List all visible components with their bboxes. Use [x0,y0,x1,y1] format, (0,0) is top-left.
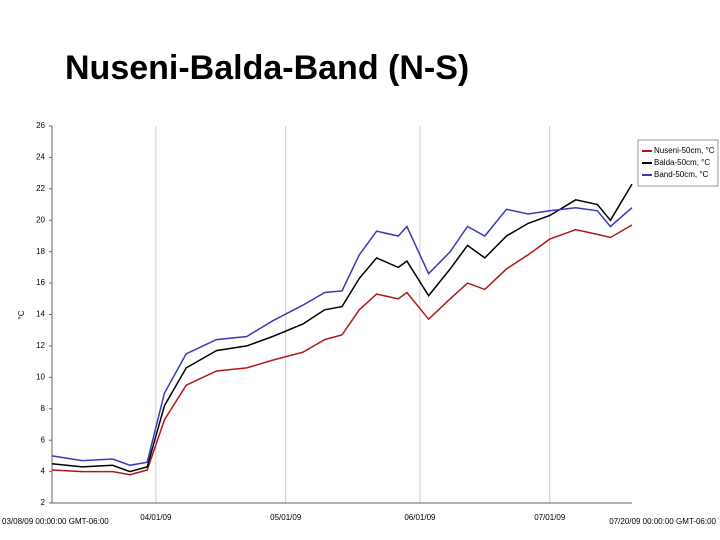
legend-label: Nuseni-50cm, °C [654,146,715,155]
y-tick-label: 4 [41,467,46,476]
y-tick-label: 6 [41,435,46,444]
x-tick-label: 05/01/09 [270,513,302,522]
x-tick-label: 04/01/09 [140,513,172,522]
y-tick-label: 20 [36,215,45,224]
legend-label: Balda-50cm, °C [654,158,710,167]
chart-title: Nuseni-Balda-Band (N-S) [65,49,469,87]
legend-label: Band-50cm, °C [654,170,709,179]
series-line [51,224,633,476]
y-tick-label: 18 [36,247,45,256]
y-tick-label: 2 [41,498,46,507]
y-tick-label: 26 [36,121,45,130]
x-end-label: 07/20/09 00:00:00 GMT-06:00 [609,517,716,526]
y-tick-label: 14 [36,310,45,319]
x-tick-label: 06/01/09 [404,513,436,522]
series-line [51,183,633,473]
y-tick-label: 24 [36,153,45,162]
series-line [51,206,633,467]
x-tick-label: 07/01/09 [534,513,566,522]
y-tick-label: 16 [36,278,45,287]
y-tick-label: 10 [36,372,45,381]
x-start-label: 03/08/09 00:00:00 GMT-06:00 [2,517,109,526]
y-tick-label: 12 [36,341,45,350]
y-axis-label: °C [17,310,26,319]
y-tick-label: 8 [41,404,46,413]
y-tick-label: 22 [36,184,45,193]
